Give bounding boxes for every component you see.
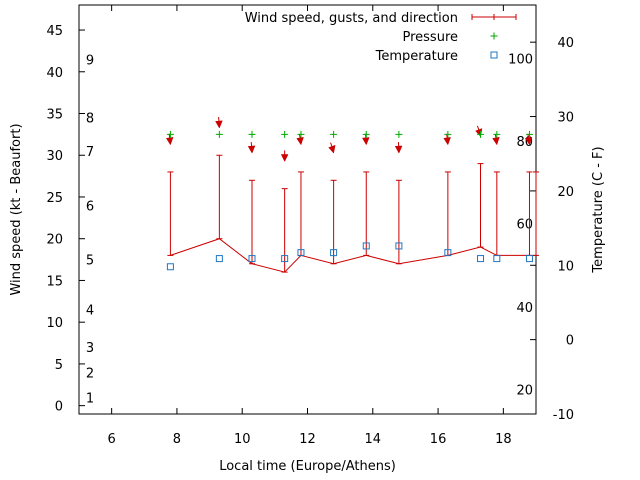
x-axis-title: Local time (Europe/Athens) bbox=[219, 459, 396, 474]
beaufort-label: 4 bbox=[86, 304, 94, 319]
x-tick-label: 12 bbox=[299, 432, 316, 447]
beaufort-label: 3 bbox=[86, 341, 94, 356]
fahrenheit-label: 100 bbox=[508, 53, 533, 68]
x-tick-label: 18 bbox=[495, 432, 512, 447]
y-left-tick-label: 40 bbox=[46, 66, 63, 81]
temperature-point bbox=[493, 255, 501, 263]
legend-swatch-temperature bbox=[490, 51, 498, 59]
pressure-point bbox=[477, 130, 485, 138]
y-left-tick-label: 10 bbox=[46, 316, 63, 331]
wind-direction-arrowhead bbox=[247, 145, 256, 154]
temperature-point bbox=[248, 255, 256, 263]
wind-direction-arrowhead bbox=[328, 144, 336, 154]
y-left-tick-label: 35 bbox=[46, 108, 63, 123]
temperature-point bbox=[477, 255, 485, 263]
y-right-tick-label: -10 bbox=[553, 408, 574, 423]
pressure-point bbox=[281, 130, 289, 138]
wind-direction-arrowhead bbox=[394, 145, 403, 154]
y-right-axis-title: Temperature (C - F) bbox=[591, 146, 606, 273]
legend-label: Pressure bbox=[402, 30, 458, 45]
wind-direction-arrowhead bbox=[524, 136, 533, 146]
y-right-tick-label: 40 bbox=[557, 36, 574, 51]
beaufort-label: 2 bbox=[86, 366, 94, 381]
temperature-point bbox=[444, 249, 452, 257]
y-left-tick-label: 5 bbox=[55, 358, 63, 373]
temperature-point bbox=[297, 249, 305, 257]
y-right-tick-label: 0 bbox=[566, 334, 574, 349]
legend-label: Wind speed, gusts, and direction bbox=[245, 11, 458, 26]
temperature-point bbox=[395, 242, 403, 250]
pressure-point bbox=[444, 130, 452, 138]
wind-direction-arrowhead bbox=[362, 137, 370, 146]
y-left-tick-label: 0 bbox=[55, 400, 63, 415]
legend-swatch-pressure bbox=[490, 32, 498, 40]
temperature-point bbox=[362, 242, 370, 250]
pressure-point bbox=[166, 130, 174, 138]
beaufort-label: 6 bbox=[86, 199, 94, 214]
y-left-tick-label: 20 bbox=[46, 233, 63, 248]
x-tick-label: 16 bbox=[430, 432, 447, 447]
y-right-tick-label: 20 bbox=[557, 185, 574, 200]
fahrenheit-label: 40 bbox=[516, 301, 533, 316]
temperature-point bbox=[281, 255, 289, 263]
pressure-point bbox=[330, 130, 338, 138]
pressure-point bbox=[362, 130, 370, 138]
wind-direction-arrowhead bbox=[296, 136, 304, 146]
y-right-tick-label: 10 bbox=[557, 259, 574, 274]
wind-direction-arrowhead bbox=[280, 154, 289, 162]
beaufort-label: 5 bbox=[86, 254, 94, 269]
wind-direction-arrowhead bbox=[443, 137, 451, 146]
pressure-point bbox=[248, 130, 256, 138]
temperature-point bbox=[166, 263, 174, 271]
temperature-point bbox=[215, 255, 223, 263]
x-tick-label: 8 bbox=[173, 432, 181, 447]
beaufort-label: 8 bbox=[86, 112, 94, 127]
beaufort-label: 9 bbox=[86, 53, 94, 68]
x-tick-label: 14 bbox=[365, 432, 382, 447]
pressure-point bbox=[395, 130, 403, 138]
pressure-point bbox=[525, 130, 533, 138]
legend-label: Temperature bbox=[375, 49, 458, 64]
plot-frame bbox=[78, 4, 537, 415]
y-left-tick-label: 30 bbox=[46, 149, 63, 164]
wind-direction-arrowhead bbox=[215, 120, 223, 129]
pressure-point bbox=[215, 130, 223, 138]
temperature-point bbox=[525, 255, 533, 263]
pressure-point bbox=[493, 130, 501, 138]
pressure-point bbox=[297, 130, 305, 138]
temperature-point bbox=[330, 249, 338, 257]
beaufort-label: 7 bbox=[86, 145, 94, 160]
y-left-axis-title: Wind speed (kt - Beaufort) bbox=[9, 123, 24, 295]
wind-direction-arrowhead bbox=[492, 136, 500, 146]
fahrenheit-label: 60 bbox=[516, 218, 533, 233]
wind-direction-arrowhead bbox=[475, 128, 483, 137]
fahrenheit-label: 20 bbox=[516, 383, 533, 398]
y-right-tick-label: 30 bbox=[557, 111, 574, 126]
beaufort-label: 1 bbox=[86, 391, 94, 406]
y-left-tick-label: 15 bbox=[46, 274, 63, 289]
y-left-tick-label: 25 bbox=[46, 191, 63, 206]
x-tick-label: 10 bbox=[234, 432, 251, 447]
x-tick-label: 6 bbox=[108, 432, 116, 447]
y-left-tick-label: 45 bbox=[46, 24, 63, 39]
wind-direction-arrowhead bbox=[165, 137, 174, 146]
